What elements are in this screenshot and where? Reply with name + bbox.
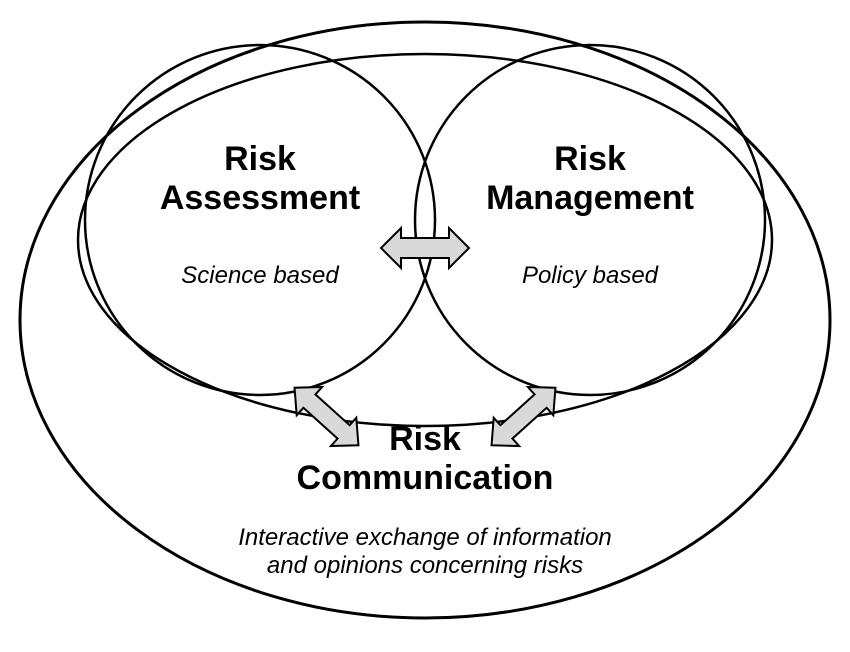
communication-title-line1: Risk <box>389 420 461 458</box>
left-circle <box>85 45 435 395</box>
management-subtitle: Policy based <box>440 262 740 290</box>
assessment-subtitle: Science based <box>110 262 410 290</box>
assessment-title-line1: Risk <box>224 140 296 178</box>
management-title-line2: Management <box>486 179 694 217</box>
right-circle <box>415 45 765 395</box>
assessment-title: Risk Assessment <box>110 140 410 218</box>
communication-subtitle-line2: and opinions concerning risks <box>267 552 583 579</box>
communication-title: Risk Communication <box>225 420 625 498</box>
management-title-line1: Risk <box>554 140 626 178</box>
communication-subtitle-line1: Interactive exchange of information <box>238 524 612 551</box>
communication-title-line2: Communication <box>297 459 554 497</box>
management-title: Risk Management <box>440 140 740 218</box>
diagram-canvas: Risk Assessment Science based Risk Manag… <box>0 0 850 652</box>
communication-subtitle: Interactive exchange of information and … <box>125 524 725 579</box>
assessment-title-line2: Assessment <box>160 179 360 217</box>
